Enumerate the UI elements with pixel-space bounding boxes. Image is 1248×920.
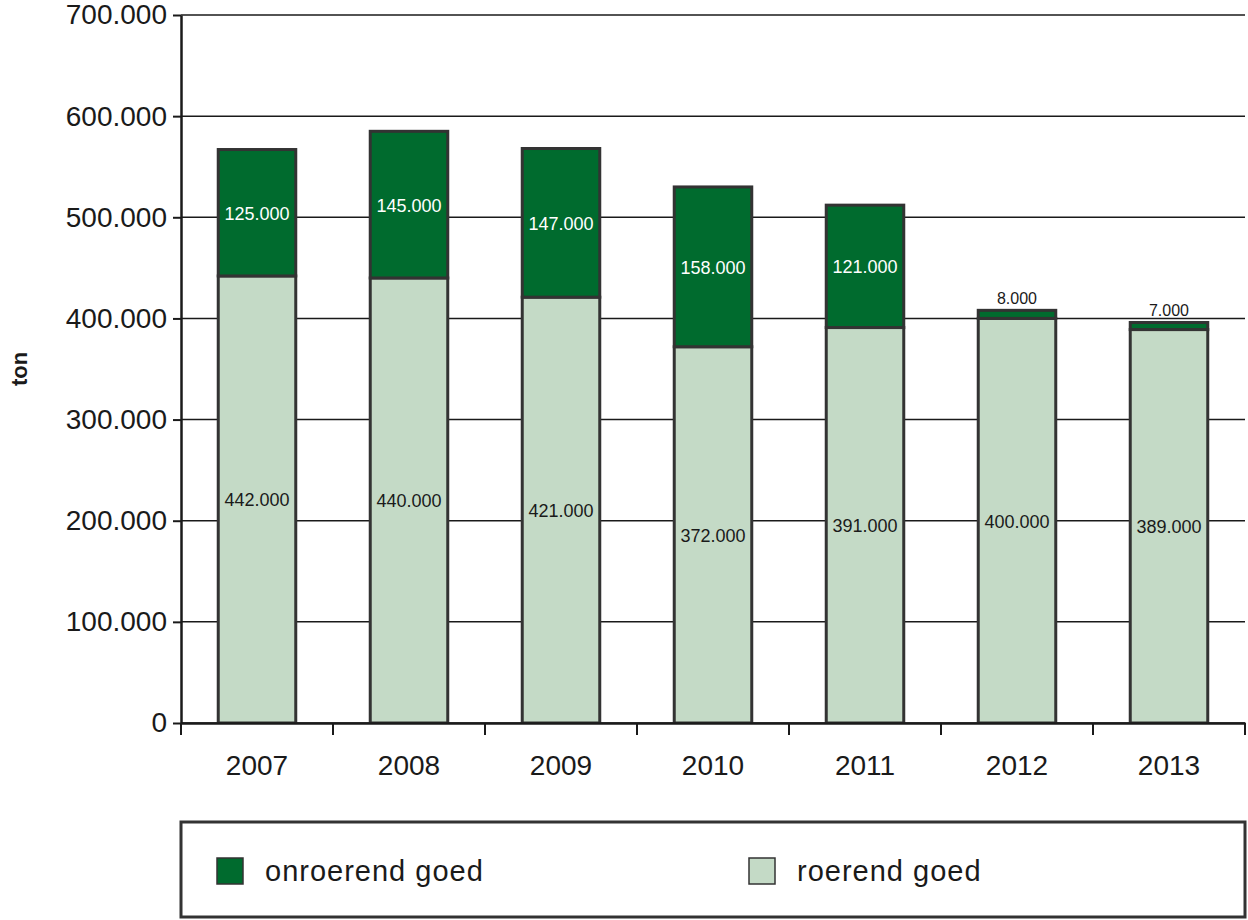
bar-segment — [826, 328, 904, 723]
x-tick-label: 2008 — [378, 750, 440, 781]
y-tick-label: 500.000 — [66, 202, 167, 233]
x-tick-label: 2011 — [835, 750, 895, 781]
bar-segment — [978, 310, 1056, 318]
category-divider — [484, 723, 486, 735]
data-label: 400.000 — [984, 512, 1049, 532]
y-tick: 700.000 — [66, 0, 181, 30]
y-tick: 300.000 — [66, 404, 181, 435]
y-tick: 500.000 — [66, 202, 181, 233]
data-label: 121.000 — [832, 257, 897, 277]
x-axis-line — [182, 722, 1246, 725]
bar-segment — [674, 347, 752, 723]
y-tick-label: 400.000 — [66, 303, 167, 334]
grid — [181, 15, 1245, 723]
category-divider — [940, 723, 942, 735]
x-tick-label: 2013 — [1138, 750, 1200, 781]
y-tick-label: 700.000 — [66, 0, 167, 30]
data-label: 391.000 — [832, 516, 897, 536]
x-tick: 2008 — [378, 750, 440, 781]
y-tick: 600.000 — [66, 101, 181, 132]
x-tick-label: 2010 — [682, 750, 744, 781]
y-tick: 0 — [151, 707, 181, 738]
bar-segment — [218, 276, 296, 723]
category-divider — [1092, 723, 1094, 735]
y-tick-label: 100.000 — [66, 606, 167, 637]
data-label: 442.000 — [224, 490, 289, 510]
category-divider — [788, 723, 790, 735]
data-labels: 442.000 125.000 440.000 145.000 421.000 147.0… — [224, 196, 1201, 546]
data-label: 440.000 — [376, 491, 441, 511]
y-axis-title: ton — [7, 352, 32, 386]
data-label: 8.000 — [997, 290, 1037, 307]
y-tick-label: 0 — [151, 707, 167, 738]
data-label: 421.000 — [528, 501, 593, 521]
category-divider — [1244, 723, 1246, 735]
y-tick-mark — [173, 621, 181, 623]
y-tick: 200.000 — [66, 505, 181, 536]
y-tick-mark — [173, 116, 181, 118]
y-tick: 400.000 — [66, 303, 181, 334]
legend-label: roerend goed — [797, 855, 982, 887]
y-tick: 100.000 — [66, 606, 181, 637]
category-dividers — [181, 723, 1245, 735]
data-label: 147.000 — [528, 214, 593, 234]
category-divider — [332, 723, 334, 735]
legend-box — [181, 822, 1245, 917]
y-tick-mark — [173, 15, 181, 17]
grid-line — [181, 722, 1245, 724]
bar-segment — [218, 150, 296, 276]
grid-line — [181, 14, 1245, 16]
legend: onroerend goed roerend goed — [181, 822, 1245, 917]
y-tick-mark — [173, 419, 181, 421]
x-tick: 2011 — [835, 750, 895, 781]
chart: 442.000 125.000 440.000 145.000 421.000 147.0… — [0, 0, 1248, 920]
x-tick: 2009 — [530, 750, 592, 781]
bar-segment — [522, 149, 600, 298]
y-tick-mark — [173, 318, 181, 320]
y-tick-mark — [173, 217, 181, 219]
x-tick-label: 2007 — [226, 750, 288, 781]
y-axis-line — [180, 16, 183, 724]
bar-segment — [522, 297, 600, 723]
bar-segment — [370, 131, 448, 278]
x-axis: 2007 2008 2009 2010 2011 2012 2013 — [182, 724, 1246, 781]
bar-segment — [674, 187, 752, 347]
data-label: 158.000 — [680, 258, 745, 278]
legend-swatch — [217, 858, 243, 884]
y-tick-mark — [173, 723, 181, 725]
x-tick: 2010 — [682, 750, 744, 781]
bar-segment — [978, 318, 1056, 723]
data-label: 145.000 — [376, 196, 441, 216]
x-tick: 2013 — [1138, 750, 1200, 781]
data-label: 372.000 — [680, 526, 745, 546]
y-axis: 0 100.000 200.000 300.000 400.000 500.000 600.… — [66, 0, 182, 738]
y-tick-label: 200.000 — [66, 505, 167, 536]
bar-segment — [370, 278, 448, 723]
legend-label: onroerend goed — [265, 855, 484, 887]
bar-segment — [1130, 322, 1208, 329]
bars — [218, 131, 1208, 723]
bar-segment — [826, 205, 904, 327]
grid-line — [181, 115, 1245, 117]
category-divider — [180, 723, 182, 735]
data-label: 389.000 — [1136, 517, 1201, 537]
legend-swatch — [749, 858, 775, 884]
y-tick-label: 600.000 — [66, 101, 167, 132]
bar-segment — [1130, 330, 1208, 723]
x-tick: 2012 — [986, 750, 1048, 781]
x-tick: 2007 — [226, 750, 288, 781]
data-label: 125.000 — [224, 204, 289, 224]
data-label: 7.000 — [1149, 302, 1189, 319]
x-tick-label: 2012 — [986, 750, 1048, 781]
y-tick-label: 300.000 — [66, 404, 167, 435]
y-tick-mark — [173, 520, 181, 522]
x-tick-label: 2009 — [530, 750, 592, 781]
category-divider — [636, 723, 638, 735]
